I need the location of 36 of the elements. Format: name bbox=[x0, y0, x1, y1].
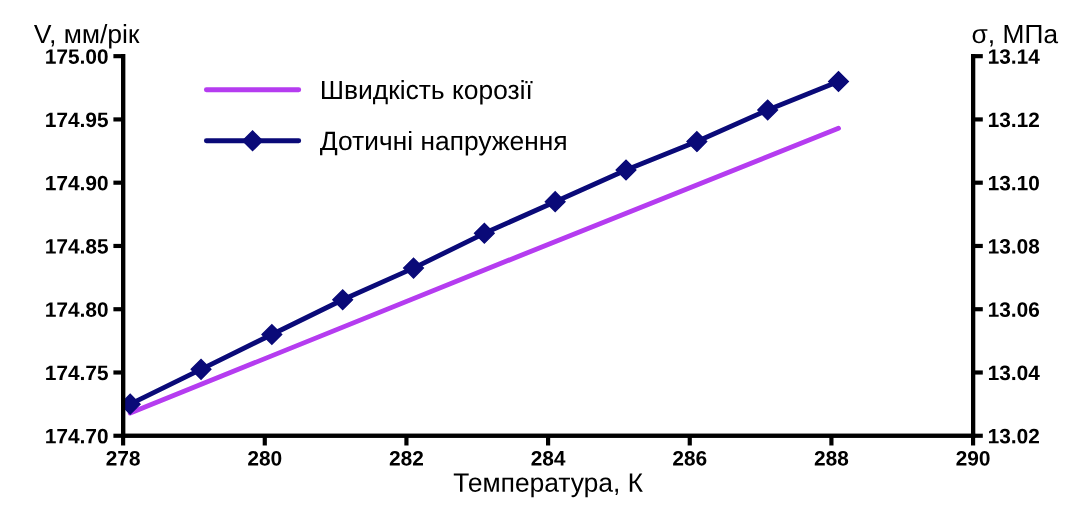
y2-tick-label: 13.06 bbox=[988, 302, 1040, 318]
legend-label: Дотичні напруження bbox=[320, 130, 566, 156]
y-tick-label: 175.00 bbox=[46, 49, 108, 64]
y2-tick-label: 13.12 bbox=[988, 112, 1039, 128]
point bbox=[332, 289, 354, 311]
y2-tick-label: 13.02 bbox=[988, 428, 1039, 444]
y2-axis-title: σ, МПа bbox=[972, 24, 1059, 47]
x-tick-label: 284 bbox=[531, 450, 566, 466]
point bbox=[190, 358, 212, 380]
legend-label: Швидкість корозії bbox=[322, 79, 533, 105]
point bbox=[473, 222, 495, 244]
x-tick-label: 280 bbox=[248, 450, 282, 466]
y2-tick-label: 13.10 bbox=[988, 175, 1039, 191]
y-tick-label: 174.85 bbox=[46, 238, 108, 254]
y-axis-title: V, мм/рік bbox=[33, 23, 140, 49]
x-axis-title: Температура, К bbox=[453, 473, 643, 498]
y-tick-label: 174.75 bbox=[46, 365, 108, 381]
x-tick-label: 288 bbox=[814, 450, 849, 466]
x-tick-label: 286 bbox=[673, 450, 707, 466]
point bbox=[757, 99, 779, 121]
point bbox=[827, 70, 850, 92]
y-tick-label: 174.80 bbox=[46, 302, 108, 317]
y-tick-label: 174.95 bbox=[46, 112, 108, 128]
x-tick-label: 278 bbox=[106, 450, 140, 466]
y-tick-label: 174.70 bbox=[46, 428, 108, 444]
y2-tick-label: 13.08 bbox=[988, 238, 1040, 254]
point bbox=[261, 324, 283, 346]
point bbox=[544, 191, 566, 213]
y-tick-label: 174.90 bbox=[46, 175, 108, 191]
y2-tick-label: 13.04 bbox=[988, 365, 1040, 381]
point bbox=[615, 159, 637, 181]
x-tick-label: 290 bbox=[956, 450, 990, 466]
point bbox=[686, 131, 708, 153]
point bbox=[403, 257, 425, 279]
x-tick-label: 282 bbox=[389, 450, 423, 466]
y2-tick-label: 13.14 bbox=[988, 49, 1040, 64]
